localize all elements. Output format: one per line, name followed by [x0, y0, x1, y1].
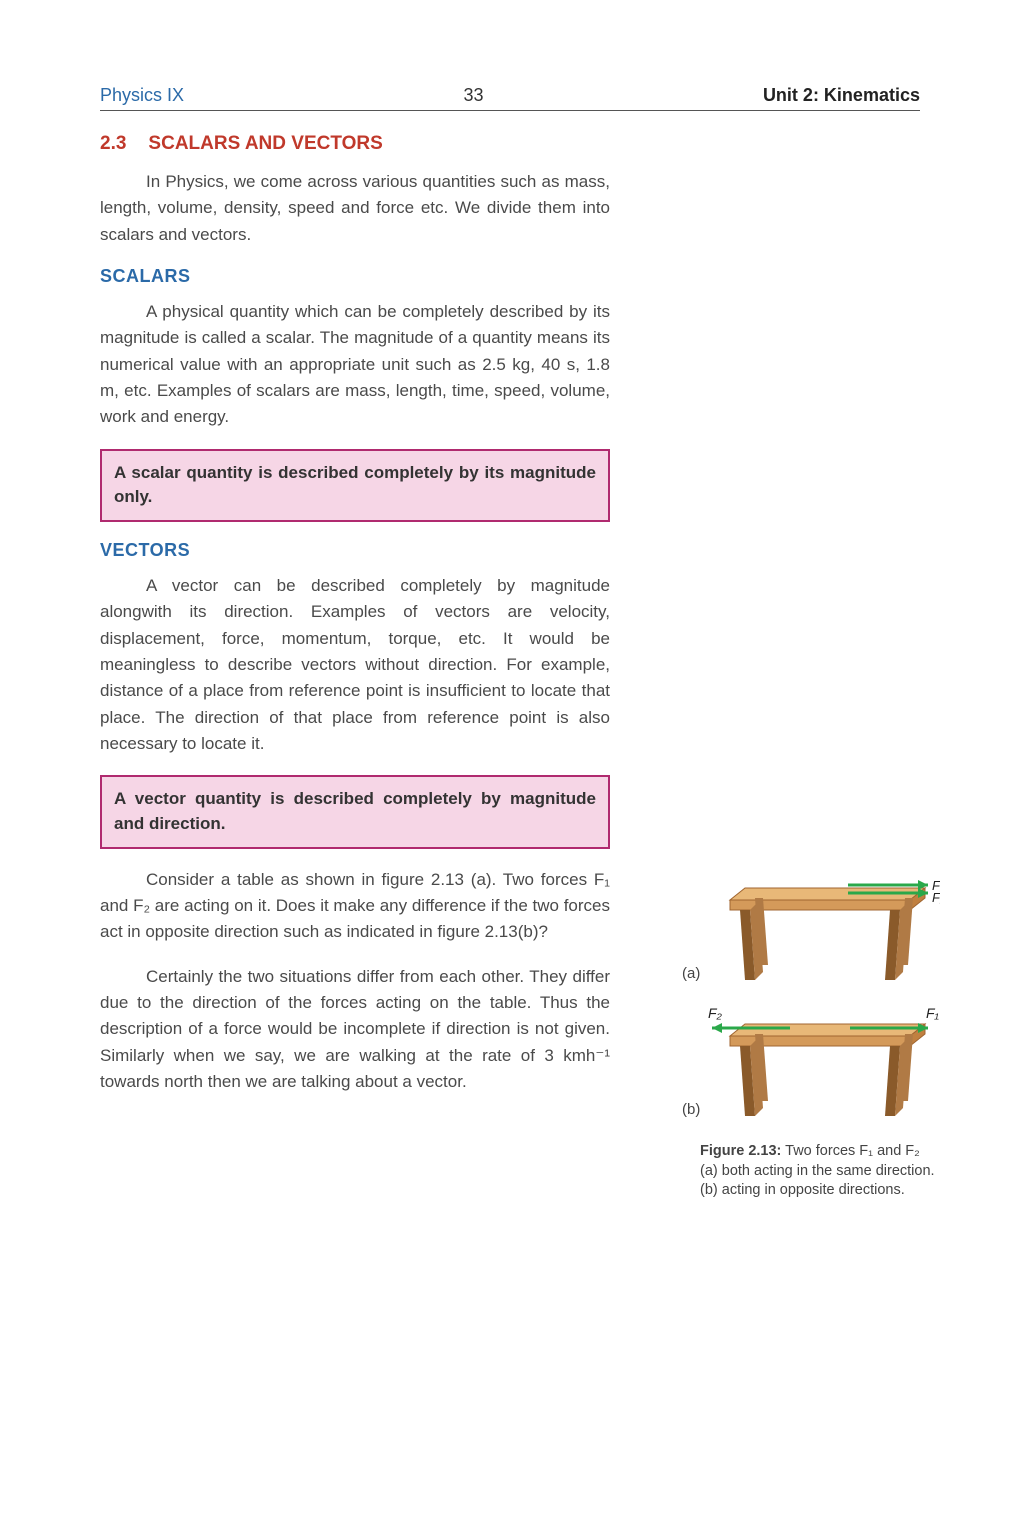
- scalars-body: A physical quantity which can be complet…: [100, 299, 610, 431]
- svg-text:F₂: F₂: [708, 1006, 723, 1021]
- figure-caption-bold: Figure 2.13:: [700, 1143, 781, 1159]
- figure-caption: Figure 2.13: Two forces F₁ and F₂ (a) bo…: [700, 1142, 940, 1201]
- header-subject: Physics IX: [100, 85, 184, 106]
- scalars-callout: A scalar quantity is described completel…: [100, 449, 610, 522]
- table-diagram-b: F₂ F₁: [700, 1006, 940, 1136]
- figure-b: F₂ F₁ (b): [700, 1006, 940, 1136]
- vectors-heading: VECTORS: [100, 540, 610, 561]
- main-column: 2.3 SCALARS AND VECTORS In Physics, we co…: [100, 133, 610, 1095]
- vectors-para3: Certainly the two situations differ from…: [100, 964, 610, 1096]
- vectors-callout: A vector quantity is described completel…: [100, 775, 610, 848]
- section-title-text: SCALARS AND VECTORS: [148, 133, 382, 154]
- figure-label-b: (b): [682, 1101, 700, 1118]
- section-title: 2.3 SCALARS AND VECTORS: [100, 133, 610, 155]
- scalars-heading: SCALARS: [100, 266, 610, 287]
- table-diagram-a: F₂ F₁: [700, 870, 940, 1000]
- svg-text:F₁: F₁: [926, 1006, 940, 1021]
- header-unit: Unit 2: Kinematics: [763, 85, 920, 106]
- svg-text:F₁: F₁: [932, 890, 940, 905]
- figure-a: F₂ F₁ (a): [700, 870, 940, 1000]
- figure-sidebar: F₂ F₁ (a) F₂ F₁ (b) Figure 2.: [700, 870, 940, 1201]
- vectors-para2: Consider a table as shown in figure 2.13…: [100, 867, 610, 946]
- page-number: 33: [463, 85, 483, 106]
- section-number: 2.3: [100, 133, 126, 154]
- intro-paragraph: In Physics, we come across various quant…: [100, 169, 610, 248]
- vectors-body: A vector can be described completely by …: [100, 573, 610, 757]
- figure-label-a: (a): [682, 965, 700, 982]
- page-header: Physics IX 33 Unit 2: Kinematics: [100, 85, 920, 111]
